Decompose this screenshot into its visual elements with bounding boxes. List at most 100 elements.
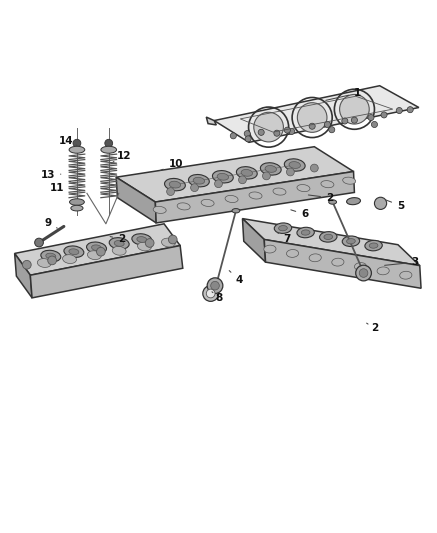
Circle shape	[239, 176, 246, 184]
Circle shape	[351, 117, 357, 123]
Text: 11: 11	[50, 182, 70, 193]
Ellipse shape	[321, 181, 334, 188]
Polygon shape	[243, 219, 420, 265]
Ellipse shape	[309, 254, 321, 262]
Circle shape	[371, 122, 378, 127]
Circle shape	[329, 127, 335, 133]
Circle shape	[254, 112, 284, 142]
Text: 6: 6	[291, 209, 309, 219]
Circle shape	[284, 127, 290, 133]
Ellipse shape	[41, 251, 61, 262]
Ellipse shape	[69, 146, 85, 154]
Ellipse shape	[46, 253, 56, 259]
Ellipse shape	[241, 169, 253, 176]
Circle shape	[359, 269, 368, 277]
Ellipse shape	[377, 267, 389, 275]
Text: 9: 9	[44, 218, 57, 228]
Circle shape	[211, 281, 219, 290]
Ellipse shape	[265, 166, 277, 172]
Ellipse shape	[354, 263, 367, 270]
Ellipse shape	[114, 240, 124, 246]
Ellipse shape	[165, 179, 185, 191]
Text: 5: 5	[386, 200, 404, 211]
Ellipse shape	[225, 196, 238, 203]
Ellipse shape	[297, 227, 314, 238]
Circle shape	[324, 122, 330, 127]
Ellipse shape	[347, 198, 361, 205]
Ellipse shape	[369, 243, 378, 248]
Circle shape	[48, 256, 56, 265]
Text: 2: 2	[367, 323, 378, 333]
Circle shape	[356, 265, 371, 281]
Text: 2: 2	[110, 234, 125, 244]
Text: 10: 10	[160, 159, 183, 171]
Text: 14: 14	[59, 136, 77, 146]
Ellipse shape	[193, 177, 205, 184]
Text: 2: 2	[309, 192, 333, 203]
Polygon shape	[14, 224, 180, 275]
Circle shape	[73, 139, 81, 147]
Ellipse shape	[64, 246, 84, 257]
Ellipse shape	[301, 230, 310, 235]
Circle shape	[297, 103, 327, 132]
Circle shape	[22, 261, 31, 269]
Ellipse shape	[287, 249, 298, 257]
Circle shape	[375, 197, 387, 209]
Ellipse shape	[319, 232, 337, 242]
Circle shape	[215, 180, 222, 188]
Circle shape	[191, 184, 198, 191]
Ellipse shape	[138, 242, 151, 251]
Circle shape	[166, 188, 174, 196]
Ellipse shape	[132, 234, 152, 245]
Circle shape	[287, 168, 294, 176]
Ellipse shape	[153, 206, 166, 213]
Ellipse shape	[37, 259, 51, 268]
Ellipse shape	[71, 205, 83, 211]
Ellipse shape	[169, 181, 180, 188]
Text: 13: 13	[41, 170, 61, 180]
Ellipse shape	[260, 163, 281, 175]
Ellipse shape	[69, 249, 79, 255]
Text: 12: 12	[113, 151, 131, 162]
Circle shape	[396, 108, 402, 114]
Text: 7: 7	[277, 232, 291, 244]
Circle shape	[368, 115, 374, 120]
Circle shape	[168, 235, 177, 244]
Ellipse shape	[91, 245, 101, 251]
Circle shape	[309, 123, 315, 130]
Circle shape	[146, 239, 154, 247]
Ellipse shape	[342, 236, 360, 246]
Ellipse shape	[236, 167, 257, 179]
Circle shape	[206, 289, 215, 298]
Ellipse shape	[101, 146, 117, 154]
Ellipse shape	[324, 235, 333, 239]
Circle shape	[35, 238, 43, 247]
Circle shape	[97, 247, 105, 256]
Text: 8: 8	[212, 292, 223, 303]
Ellipse shape	[188, 174, 209, 187]
Ellipse shape	[249, 192, 262, 199]
Ellipse shape	[289, 161, 301, 168]
Ellipse shape	[347, 239, 355, 244]
Ellipse shape	[279, 225, 287, 231]
Circle shape	[274, 130, 280, 136]
Circle shape	[258, 130, 264, 135]
Ellipse shape	[69, 199, 84, 205]
Text: 3: 3	[385, 257, 419, 267]
Ellipse shape	[332, 258, 344, 266]
Ellipse shape	[284, 159, 305, 171]
Polygon shape	[243, 219, 266, 262]
Polygon shape	[30, 246, 183, 298]
Ellipse shape	[87, 242, 107, 254]
Ellipse shape	[329, 200, 336, 204]
Circle shape	[105, 139, 113, 147]
Circle shape	[310, 164, 318, 172]
Polygon shape	[116, 147, 354, 202]
Ellipse shape	[62, 255, 76, 263]
Circle shape	[203, 286, 218, 301]
Ellipse shape	[109, 238, 129, 249]
Ellipse shape	[217, 173, 229, 180]
Polygon shape	[264, 239, 421, 288]
Polygon shape	[116, 177, 156, 223]
Ellipse shape	[273, 188, 286, 195]
